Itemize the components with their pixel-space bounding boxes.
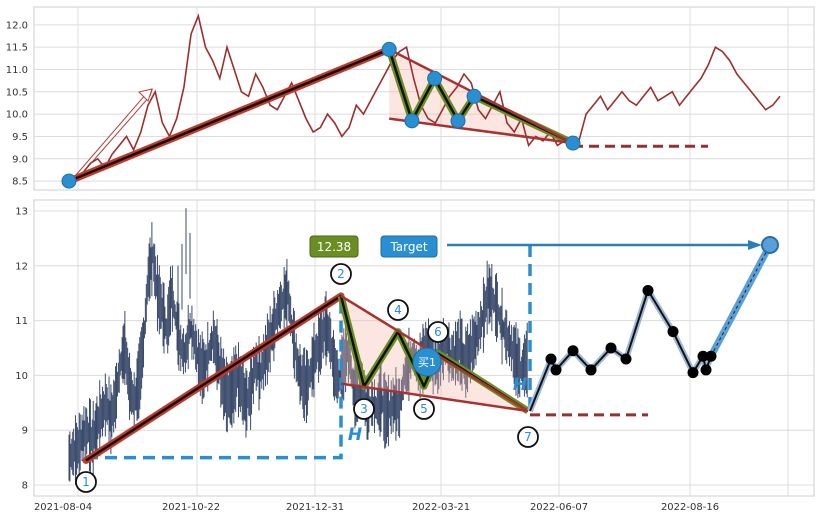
pattern-point-label-circle (517, 426, 539, 448)
forecast-point (705, 350, 717, 362)
x-tick-label: 2022-08-16 (661, 502, 719, 513)
pattern-point-label: 5 (420, 402, 428, 416)
x-tick-label: 2021-12-31 (286, 502, 344, 513)
top-y-tick-label: 12.0 (6, 20, 28, 31)
height-measure-1 (86, 295, 343, 460)
top-y-tick-label: 10.5 (6, 87, 28, 98)
pattern-point-label-circle (387, 299, 409, 321)
top-arrow-head (138, 88, 153, 102)
top-pattern-zigzag-core (388, 49, 574, 145)
bottom-y-tick-label: 12 (15, 261, 28, 272)
forecast-point (667, 326, 679, 338)
bottom-lower-edge (340, 382, 529, 413)
bottom-y-tick-label: 11 (15, 316, 28, 327)
forecast-point (567, 345, 579, 357)
forecast-point (697, 350, 709, 362)
pattern-point-label-circle (413, 398, 435, 420)
forecast-point (585, 364, 597, 376)
target-arrow-head (748, 239, 762, 250)
target-box (380, 235, 438, 258)
forecast-point (642, 284, 654, 296)
height-label-left: H (348, 425, 362, 445)
bottom-pattern-leg-0-core (85, 294, 342, 462)
top-pattern-point (404, 113, 420, 129)
top-y-tick-label: 9.0 (12, 154, 28, 165)
pattern-point-label: 3 (360, 402, 368, 416)
forecast-point (605, 342, 617, 354)
pattern-point-label: 2 (337, 267, 345, 281)
pattern-point-label: 4 (394, 303, 402, 317)
pattern-point-label-circle (330, 263, 352, 285)
x-tick-label: 2021-10-22 (162, 502, 220, 513)
forecast-point (545, 353, 557, 365)
top-y-tick-label: 9.5 (12, 132, 28, 143)
x-tick-label: 2022-06-07 (530, 502, 588, 513)
height-label-right: H (513, 375, 527, 395)
price-box-label: 12.38 (317, 240, 351, 254)
bottom-y-tick-label: 9 (22, 426, 28, 437)
pattern-point-label-circle (353, 398, 375, 420)
bottom-y-tick-label: 13 (15, 206, 28, 217)
pattern-point-label: 6 (434, 325, 442, 339)
forecast-point (687, 367, 699, 379)
top-pattern-leg-0-core (68, 48, 390, 183)
forecast-point (700, 364, 712, 376)
top-y-tick-label: 8.5 (12, 177, 28, 188)
top-y-tick-label: 11.5 (6, 43, 28, 54)
target-box-label: Target (389, 240, 427, 254)
price-box (309, 235, 359, 258)
top-pattern-point (381, 41, 397, 57)
pattern-point-label: 1 (82, 475, 90, 489)
pattern-point-label-circle (427, 321, 449, 343)
top-price-line (68, 13, 781, 182)
x-tick-label: 2021-08-04 (34, 502, 92, 513)
forecast-point (550, 364, 562, 376)
forecast-target-leg-core (710, 244, 771, 357)
top-pattern-point (61, 173, 77, 189)
bottom-pattern-zigzag-core (339, 295, 529, 413)
x-tick-label: 2022-03-21 (412, 502, 470, 513)
top-pattern-point (565, 135, 581, 151)
bottom-y-tick-label: 10 (15, 371, 28, 382)
forecast-point (620, 353, 632, 365)
buy-marker (412, 347, 442, 377)
pattern-point-label-circle (75, 471, 97, 493)
top-pattern-point (450, 113, 466, 129)
buy-marker-label: 买1 (418, 356, 436, 369)
top-y-tick-label: 10.0 (6, 110, 28, 121)
bottom-y-tick-label: 8 (22, 481, 28, 492)
pattern-point-label: 7 (524, 430, 532, 444)
top-pattern-point (466, 88, 482, 104)
top-lower-edge (389, 117, 574, 145)
top-y-tick-label: 11.0 (6, 65, 28, 76)
top-pattern-point (427, 70, 443, 86)
target-point (761, 235, 779, 254)
